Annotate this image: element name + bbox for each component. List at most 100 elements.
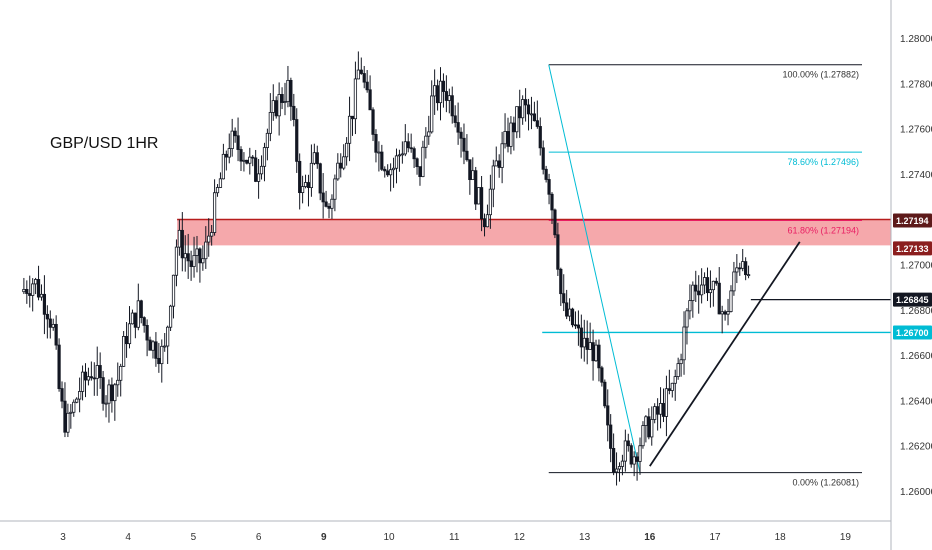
candle-body [430,95,434,133]
candle-body [233,130,237,137]
candle-body [295,119,299,162]
price-tick-label: 1.27800 [900,79,932,90]
candle-body [383,168,387,172]
candle-body [433,85,437,97]
ascending-trendline[interactable] [649,241,801,467]
candle-body [368,89,372,111]
candle-body [471,170,475,181]
price-tick-label: 1.26400 [900,396,932,407]
candle-body [51,323,55,328]
candle-body [556,234,560,270]
candle-body [550,193,554,211]
candle-body [318,163,322,194]
candle-body [494,160,498,167]
resistance-zone [177,219,892,246]
candle-body [635,456,639,462]
candle-body [521,99,525,119]
candle-body [629,445,633,465]
price-badge [893,325,932,340]
candle-body [148,339,152,351]
candle-body [700,284,704,296]
candle-body [78,391,82,400]
fibonacci-retracement[interactable]: 100.00% (1.27882) 78.60% (1.27496) 61.80% … [548,64,862,488]
candle-body [609,424,613,449]
candle-body [403,141,407,155]
candle-body [248,156,252,164]
candle-body [559,268,563,295]
candlestick-series [22,51,751,486]
candle-body [565,302,569,317]
candle-body [192,255,196,267]
time-tick-label: 10 [383,532,395,543]
candle-body [72,401,76,413]
price-tick-label: 1.27600 [900,125,932,136]
candle-body [142,317,146,326]
candle-body [682,326,686,361]
candle-body [518,106,522,119]
candle-body [277,94,281,117]
candle-body [697,290,701,296]
price-badge-label: 1.26700 [896,328,929,338]
candle-body [415,158,419,168]
candle-body [42,293,47,315]
time-axis[interactable]: 3 4 5 6 9 10 11 12 13 16 17 18 19 [60,532,851,543]
time-tick-label: 17 [709,532,721,543]
candle-body [101,377,105,404]
candle-body [166,326,170,347]
candle-body [409,147,413,150]
candle-body [647,416,651,438]
candle-body [86,376,91,381]
candle-body [69,411,73,414]
candle-body [336,162,340,180]
candle-body [110,384,114,402]
candle-body [512,122,516,133]
candle-body [45,313,49,320]
horizontal-lines[interactable] [542,298,891,334]
candle-body [221,153,225,180]
price-tick-label: 1.27000 [900,261,932,272]
candle-body [729,290,733,312]
fib-trend-line[interactable] [548,64,641,473]
candle-body [339,162,343,169]
candle-body [553,209,557,236]
candle-body [746,274,751,277]
price-tick-label: 1.28000 [900,34,932,45]
trendline-layer[interactable] [649,241,801,467]
candle-body [201,258,205,264]
candle-body [708,289,713,294]
candle-body [292,105,296,120]
candle-body [48,318,52,328]
candle-body [694,284,698,292]
candle-body [538,126,542,149]
candle-body [688,300,692,312]
price-badge-label: 1.26845 [896,295,929,305]
candle-body [315,152,319,165]
candle-body [544,168,548,180]
time-tick-label: 11 [449,532,460,543]
price-badge [893,241,932,256]
candle-body [447,95,451,101]
time-tick-label: 4 [125,532,131,543]
candle-body [274,100,278,117]
candle-body [594,344,598,362]
candle-body [626,440,630,447]
candle-body [509,122,513,147]
price-badge [893,213,932,228]
candle-body [573,324,578,327]
candle-body [236,135,240,150]
candle-body [644,416,648,426]
candle-body [145,325,149,341]
candle-body [207,235,211,243]
candle-body [389,169,393,176]
candle-body [107,384,111,404]
candle-body [532,113,536,122]
time-tick-label: 19 [840,532,852,543]
price-tick-label: 1.26200 [900,442,932,453]
candle-body [171,274,176,307]
candle-body [256,173,261,182]
candle-body [139,300,143,319]
candle-body [485,214,490,228]
candle-body [347,115,352,144]
candle-body [723,311,727,315]
